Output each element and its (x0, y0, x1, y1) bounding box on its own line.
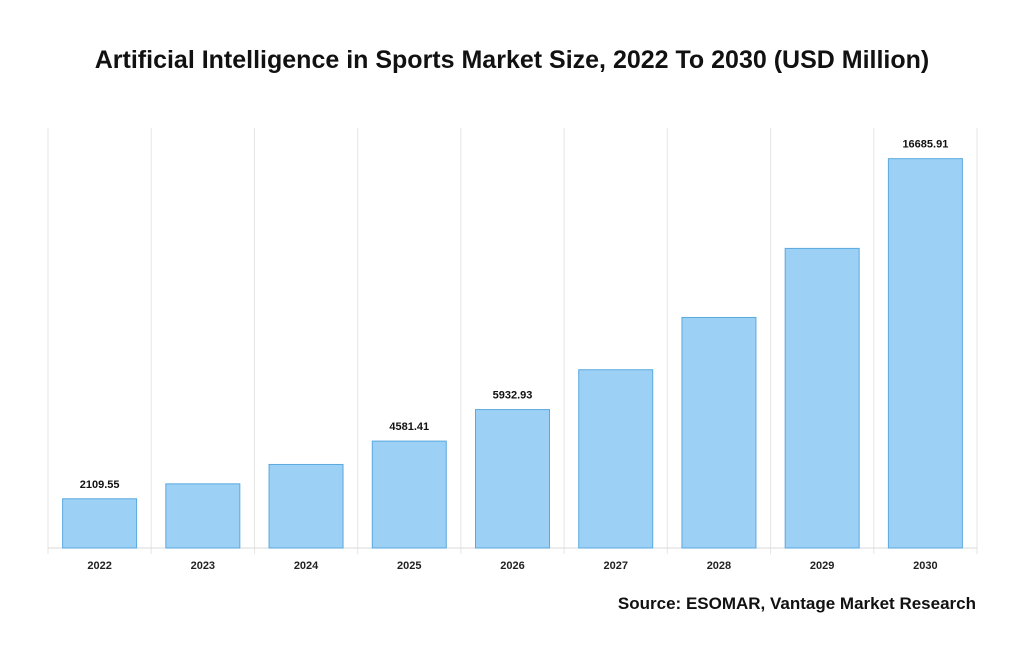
data-label-2026: 5932.93 (493, 390, 533, 402)
x-tick-2026: 2026 (500, 560, 524, 572)
bar-2025 (371, 440, 447, 549)
x-tick-2022: 2022 (87, 560, 111, 572)
bar-2026 (475, 409, 550, 549)
x-tick-2027: 2027 (603, 560, 627, 572)
x-tick-2024: 2024 (294, 560, 319, 572)
bar-2029 (784, 247, 860, 549)
bar-2024 (268, 463, 344, 549)
bar-2030 (887, 158, 963, 549)
bar-2023 (165, 483, 241, 549)
bar-2028 (681, 316, 757, 549)
x-tick-2028: 2028 (707, 560, 731, 572)
data-label-2022: 2109.55 (80, 479, 120, 491)
x-tick-2023: 2023 (191, 560, 215, 572)
source-note: Source: ESOMAR, Vantage Market Research (617, 594, 976, 613)
data-labels: 2109.55 4581.41 5932.93 16685.91 (80, 139, 949, 491)
data-label-2025: 4581.41 (389, 421, 429, 433)
x-tick-2025: 2025 (397, 560, 421, 572)
bars (62, 158, 963, 549)
data-label-2030: 16685.91 (902, 139, 948, 151)
bar-2022 (62, 498, 138, 549)
bar-2027 (578, 369, 654, 549)
chart-title: Artificial Intelligence in Sports Market… (94, 46, 930, 74)
x-tick-2029: 2029 (810, 560, 834, 572)
x-axis-ticks: 2022 2023 2024 2025 2026 2027 2028 2029 2030 (87, 560, 937, 572)
x-tick-2030: 2030 (913, 560, 937, 572)
